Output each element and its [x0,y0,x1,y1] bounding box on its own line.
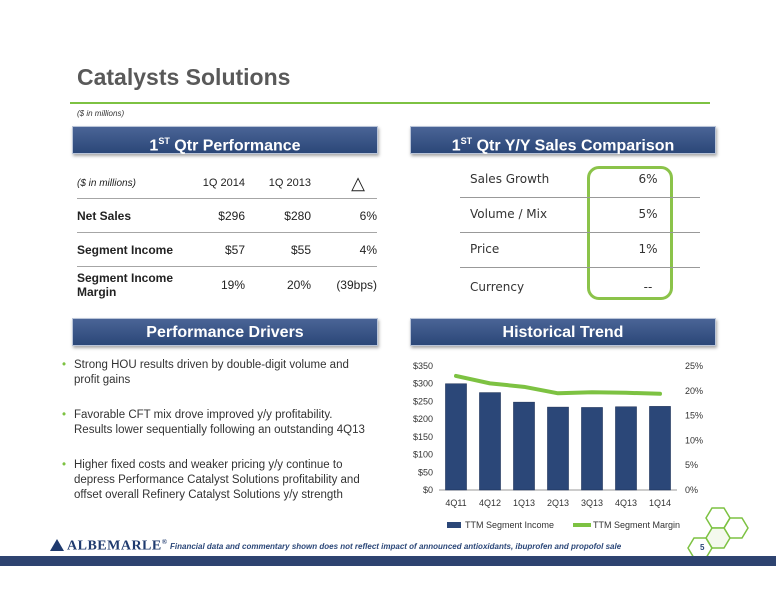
y-axis-right-tick: 0% [685,485,698,495]
row-value-2013: $55 [290,243,311,257]
banner-prefix: 1 [451,137,461,155]
page-title: Catalysts Solutions [77,64,291,90]
line-series [454,373,662,396]
x-axis-tick: 4Q11 [445,498,466,508]
y-axis-left-tick: $300 [413,379,433,389]
header-1q2014: 1Q 2014 [202,177,245,189]
drivers-banner: Performance Drivers [72,318,378,346]
banner-sup: ST [158,136,170,146]
row-value-2014: $57 [224,243,245,257]
x-axis-tick: 2Q13 [547,498,569,508]
y-axis-left-tick: $100 [413,450,433,460]
hexagon-decoration [687,507,749,559]
y-axis-right-tick: 25% [685,361,703,371]
y-axis-left-tick: $0 [423,485,433,495]
comparison-value: 5% [638,207,658,221]
header-1q2013: 1Q 2013 [268,177,311,189]
comparison-row: Currency -- [460,270,700,306]
y-axis-left-tick: $250 [413,396,433,406]
comparison-row: Sales Growth 6% [460,162,700,198]
row-value-2013: $280 [284,209,311,223]
highlight-box [587,166,673,300]
footer-bar [0,556,776,566]
list-item: Favorable CFT mix drove improved y/y pro… [62,408,372,438]
comparison-row: Volume / Mix 5% [460,197,700,233]
y-axis-right-tick: 15% [685,411,703,421]
row-value-2013: 20% [286,278,311,292]
legend-label: TTM Segment Margin [593,520,680,530]
x-axis-tick: 4Q12 [479,498,501,508]
table-row: Net Sales $296 $280 6% [77,198,377,232]
bar-mark [479,392,501,491]
banner-label: Qtr Performance [174,137,301,155]
row-delta: (39bps) [336,278,377,292]
banner-label: Qtr Y/Y Sales Comparison [476,137,675,155]
list-item: Higher fixed costs and weaker pricing y/… [62,458,372,503]
row-delta: 4% [359,243,377,257]
sales-comparison-banner: 1ST Qtr Y/Y Sales Comparison [410,126,716,154]
performance-banner: 1ST Qtr Performance [72,126,378,154]
delta-icon: △ [351,173,365,193]
page-number: 5 [700,543,705,552]
units-note: ($ in millions) [77,109,125,118]
y-axis-left-tick: $350 [413,361,433,371]
banner-label: Historical Trend [502,324,624,341]
logo-mark-icon [50,538,64,551]
comparison-label: Volume / Mix [470,207,548,221]
trend-banner: Historical Trend [410,318,716,346]
table-row: Segment Income Margin 19% 20% (39bps) [77,266,377,308]
row-label: Net Sales [77,209,132,223]
bar-mark [649,406,671,491]
legend-swatch-bar [447,522,461,528]
y-axis-left-tick: $50 [418,467,433,477]
bar-mark [445,383,467,491]
x-axis-tick: 1Q14 [649,498,671,508]
banner-sup: ST [460,136,473,146]
bar-mark [615,406,637,491]
bar-mark [547,406,569,491]
y-axis-left-tick: $150 [413,432,433,442]
row-label: Segment Income [77,243,174,257]
header-units: ($ in millions) [77,178,136,189]
legend-label: TTM Segment Income [465,520,554,530]
x-axis-tick: 4Q13 [615,498,637,508]
albemarle-logo: ALBEMARLE® [50,538,167,555]
x-axis-tick: 3Q13 [581,498,603,508]
table-row: Segment Income $57 $55 4% [77,232,377,266]
drivers-list: Strong HOU results driven by double-digi… [62,358,372,523]
y-axis-right-tick: 10% [685,435,703,445]
y-axis-right-tick: 5% [685,460,698,470]
row-value-2014: 19% [220,278,245,292]
registered-mark: ® [161,538,168,546]
y-axis-right-tick: 20% [685,386,703,396]
banner-label: Performance Drivers [146,324,304,341]
bar-mark [581,407,603,491]
comparison-label: Currency [470,280,525,294]
comparison-label: Sales Growth [470,172,550,186]
row-delta: 6% [359,209,377,223]
historical-trend-chart: $0 $50 $100 $150 $200 $250 $300 $350 0% 5% 10% 15% 2… [413,361,703,530]
logo-text: ALBEMARLE [67,538,162,554]
row-label: Segment Income Margin [77,271,174,299]
comparison-value: 6% [638,172,658,186]
banner-prefix: 1 [149,137,159,155]
footnote: Financial data and commentary shown does… [170,542,622,551]
performance-table: ($ in millions) 1Q 2014 1Q 2013 △ Net Sa… [77,170,377,308]
comparison-value: 1% [638,242,658,256]
x-axis-tick: 1Q13 [513,498,535,508]
comparison-value: -- [643,280,653,294]
comparison-row: Price 1% [460,232,700,268]
list-item: Strong HOU results driven by double-digi… [62,358,372,388]
y-axis-left-tick: $200 [413,414,433,424]
row-value-2014: $296 [218,209,245,223]
table-header: ($ in millions) 1Q 2014 1Q 2013 △ [77,170,377,198]
title-divider [70,102,710,104]
comparison-label: Price [470,242,500,256]
bar-mark [513,401,535,491]
